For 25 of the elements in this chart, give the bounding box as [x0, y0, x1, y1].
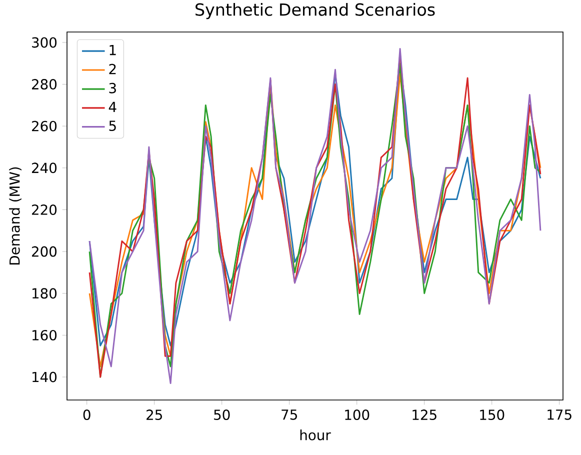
x-tick-label: 175 [548, 410, 572, 420]
x-tick-label: 25 [146, 410, 162, 420]
x-tick-label: 100 [345, 410, 370, 420]
y-tick-label: 260 [32, 120, 57, 132]
chart-title: Synthetic Demand Scenarios [196, 2, 435, 20]
y-axis-title: Demand (MW) [9, 167, 22, 264]
y-tick-label: 220 [32, 204, 57, 215]
y-tick-label: 140 [32, 372, 57, 382]
x-tick-label: 0 [83, 410, 90, 420]
legend-label: 3 [109, 82, 116, 94]
legend-label: 4 [108, 102, 116, 112]
y-tick-label: 240 [32, 162, 57, 174]
x-tick-label: 50 [214, 410, 230, 420]
y-tick-label: 180 [32, 288, 57, 299]
legend-label: 5 [109, 120, 116, 132]
y-tick-label: 200 [32, 246, 57, 257]
legend-label: 2 [109, 64, 116, 74]
x-tick-label: 75 [282, 410, 297, 420]
x-axis-title: hour [300, 430, 331, 440]
y-tick-label: 280 [32, 79, 57, 90]
x-tick-label: 125 [412, 410, 436, 420]
x-tick-label: 150 [480, 410, 504, 420]
legend-label: 1 [110, 44, 116, 56]
y-tick-label: 160 [32, 330, 57, 340]
y-tick-label: 300 [32, 37, 57, 48]
